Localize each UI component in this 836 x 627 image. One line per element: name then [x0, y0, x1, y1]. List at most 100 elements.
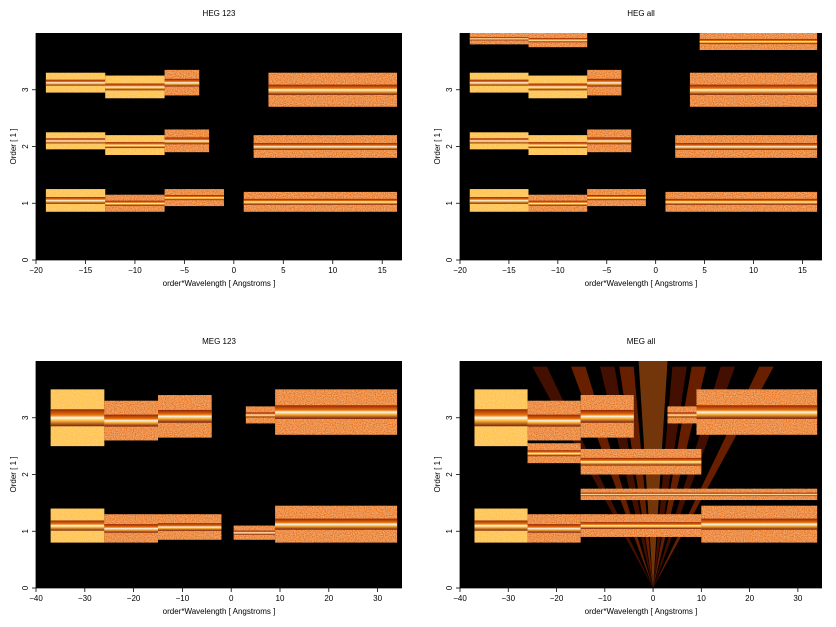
y-axis-label: Order [ 1 ] — [433, 456, 442, 492]
strip-core — [580, 522, 702, 529]
y-tick-label: 2 — [445, 144, 454, 149]
y-tick-label: 1 — [21, 200, 30, 205]
x-tick-label: −15 — [502, 266, 516, 275]
x-tick-label: 10 — [328, 266, 337, 275]
x-tick-label: −20 — [550, 594, 564, 603]
strip-core — [587, 137, 632, 145]
y-tick-label: 2 — [21, 472, 30, 477]
panel-2: −40 −30 −20 −10 0 10 20 30 0 1 2 3 MEG 123 order*Wave… — [9, 337, 402, 616]
strip-core — [104, 414, 158, 427]
y-tick-label: 0 — [445, 257, 454, 262]
x-tick-label: −40 — [453, 594, 467, 603]
x-axis-label: order*Wavelength [ Angstroms ] — [585, 607, 698, 616]
x-tick-label: 5 — [702, 266, 707, 275]
x-tick-label: 10 — [697, 594, 706, 603]
strip-core — [158, 409, 212, 423]
x-tick-label: −5 — [180, 266, 190, 275]
strip-core — [580, 409, 634, 423]
strip-core — [699, 38, 818, 45]
strip-core — [527, 524, 581, 533]
x-tick-label: −40 — [29, 594, 43, 603]
x-tick-label: 30 — [793, 594, 802, 603]
strip-core — [45, 79, 106, 86]
panel-title: HEG all — [627, 9, 655, 18]
strip-core — [474, 409, 528, 427]
strip-core — [245, 412, 276, 418]
strip-core — [469, 36, 529, 41]
y-tick-label: 3 — [445, 415, 454, 420]
strip-core — [105, 142, 165, 149]
strip-core — [243, 198, 398, 205]
strip-core — [45, 197, 106, 204]
strip-core — [104, 524, 158, 533]
y-tick-label: 1 — [445, 200, 454, 205]
x-tick-label: 10 — [276, 594, 285, 603]
strip-core — [665, 198, 818, 205]
strip-core — [667, 412, 697, 418]
strip-core — [587, 195, 646, 201]
x-tick-label: 10 — [749, 266, 758, 275]
y-tick-label: 1 — [21, 528, 30, 533]
strip-core — [528, 37, 588, 43]
strip-core — [469, 79, 529, 86]
strip-core — [474, 520, 528, 531]
panel-0: −20 −15 −10 −5 0 5 10 15 0 1 2 3 HEG 123 order*Wavele… — [9, 9, 402, 288]
strip-core — [50, 409, 105, 427]
strip-core — [164, 78, 200, 87]
x-tick-label: 20 — [324, 594, 333, 603]
strip-core — [469, 197, 529, 204]
strip-core — [527, 450, 581, 457]
x-tick-label: 0 — [651, 594, 656, 603]
x-axis-label: order*Wavelength [ Angstroms ] — [163, 279, 276, 288]
strip-core — [164, 137, 210, 145]
strip-core — [105, 200, 165, 206]
x-tick-label: 20 — [745, 594, 754, 603]
y-tick-label: 0 — [21, 257, 30, 262]
x-axis-label: order*Wavelength [ Angstroms ] — [163, 607, 276, 616]
x-tick-label: 5 — [281, 266, 286, 275]
x-tick-label: −30 — [501, 594, 515, 603]
panel-3: −40 −30 −20 −10 0 10 20 30 0 1 2 3 MEG all order*Wave… — [433, 337, 822, 616]
x-tick-label: −5 — [602, 266, 612, 275]
y-tick-label: 3 — [21, 87, 30, 92]
strip-core — [45, 138, 106, 144]
y-tick-label: 3 — [445, 87, 454, 92]
x-tick-label: −10 — [128, 266, 142, 275]
strip-core — [275, 518, 398, 530]
x-tick-label: 15 — [798, 266, 807, 275]
strip-core — [164, 195, 224, 201]
x-tick-label: −20 — [453, 266, 467, 275]
strip-core — [275, 405, 398, 419]
y-tick-label: 1 — [445, 528, 454, 533]
x-tick-label: 0 — [229, 594, 234, 603]
strip-core — [587, 78, 622, 87]
y-axis-label: Order [ 1 ] — [9, 128, 18, 164]
y-tick-label: 0 — [21, 585, 30, 590]
y-tick-label: 2 — [21, 144, 30, 149]
y-axis-label: Order [ 1 ] — [9, 456, 18, 492]
strip-core — [105, 83, 165, 91]
strip-core — [528, 83, 588, 91]
panel-title: MEG 123 — [202, 337, 236, 346]
x-tick-label: 15 — [378, 266, 387, 275]
x-tick-label: −30 — [78, 594, 92, 603]
strip-core — [528, 142, 588, 149]
y-tick-label: 2 — [445, 472, 454, 477]
y-axis-label: Order [ 1 ] — [433, 128, 442, 164]
x-tick-label: −20 — [29, 266, 43, 275]
strip-core — [268, 84, 398, 95]
strip-core — [233, 530, 276, 535]
strip-core — [50, 520, 105, 531]
x-tick-label: −10 — [551, 266, 565, 275]
y-tick-label: 0 — [445, 585, 454, 590]
strip-core — [689, 84, 818, 95]
strip-core — [701, 518, 818, 530]
x-tick-label: 30 — [373, 594, 382, 603]
strip-core — [675, 143, 818, 150]
x-tick-label: 0 — [653, 266, 658, 275]
panel-title: MEG all — [627, 337, 656, 346]
x-tick-label: 0 — [232, 266, 237, 275]
strip-core — [580, 492, 818, 497]
strip-core — [469, 138, 529, 144]
panel-1: −20 −15 −10 −5 0 5 10 15 0 1 2 3 HEG all order*Wavele… — [433, 9, 822, 288]
